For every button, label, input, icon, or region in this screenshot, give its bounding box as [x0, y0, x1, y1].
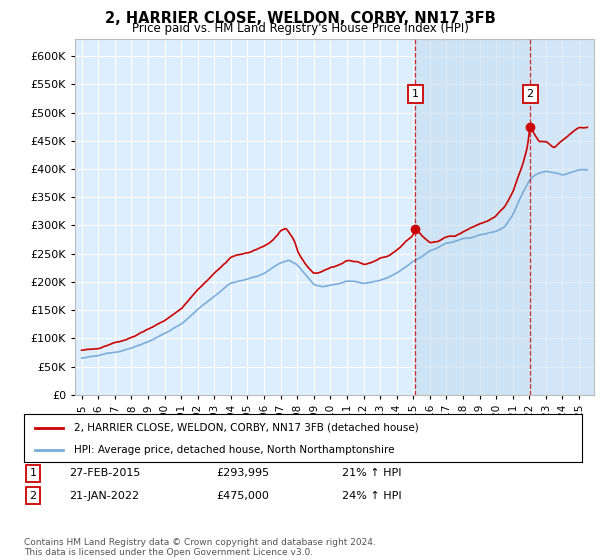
Text: Price paid vs. HM Land Registry's House Price Index (HPI): Price paid vs. HM Land Registry's House … [131, 22, 469, 35]
Text: 1: 1 [29, 468, 37, 478]
Text: 2, HARRIER CLOSE, WELDON, CORBY, NN17 3FB: 2, HARRIER CLOSE, WELDON, CORBY, NN17 3F… [104, 11, 496, 26]
Bar [530, 39, 594, 395]
Text: HPI: Average price, detached house, North Northamptonshire: HPI: Average price, detached house, Nort… [74, 445, 395, 455]
Text: 21% ↑ HPI: 21% ↑ HPI [342, 468, 401, 478]
Text: 21-JAN-2022: 21-JAN-2022 [69, 491, 139, 501]
Text: 2, HARRIER CLOSE, WELDON, CORBY, NN17 3FB (detached house): 2, HARRIER CLOSE, WELDON, CORBY, NN17 3F… [74, 423, 419, 433]
Text: 2: 2 [527, 89, 534, 99]
Text: 2: 2 [29, 491, 37, 501]
Text: £475,000: £475,000 [216, 491, 269, 501]
Text: 24% ↑ HPI: 24% ↑ HPI [342, 491, 401, 501]
Bar [415, 39, 530, 395]
Text: 1: 1 [412, 89, 419, 99]
Text: Contains HM Land Registry data © Crown copyright and database right 2024.
This d: Contains HM Land Registry data © Crown c… [24, 538, 376, 557]
Text: 27-FEB-2015: 27-FEB-2015 [69, 468, 140, 478]
Text: £293,995: £293,995 [216, 468, 269, 478]
